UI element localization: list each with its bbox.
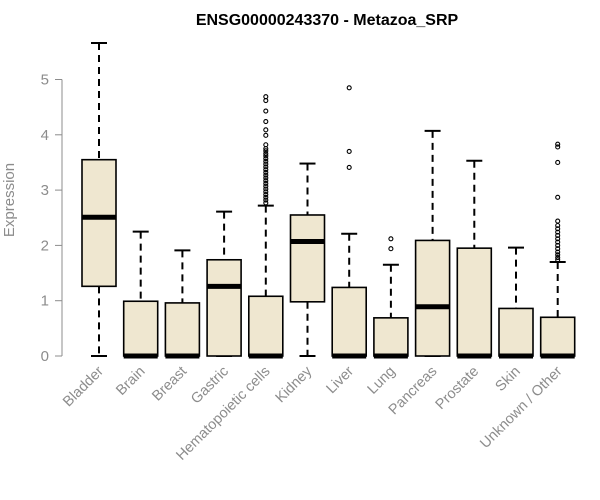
box-rect bbox=[331, 286, 368, 357]
x-tick-label: Prostate bbox=[433, 364, 482, 413]
outlier-point bbox=[555, 229, 561, 235]
outlier-point bbox=[263, 97, 269, 104]
box-rect bbox=[206, 258, 242, 357]
y-tick-label: 0 bbox=[41, 348, 49, 365]
outlier-point bbox=[263, 127, 269, 133]
outlier-point bbox=[263, 175, 269, 181]
outlier-point bbox=[263, 164, 269, 170]
box-pancreas bbox=[414, 129, 451, 357]
outlier-point bbox=[263, 151, 269, 157]
x-tick-label: Kidney bbox=[273, 363, 316, 406]
x-tick-label: Liver bbox=[323, 363, 357, 397]
outlier-point bbox=[555, 226, 561, 232]
outlier-point bbox=[346, 148, 352, 154]
y-tick-label: 5 bbox=[41, 72, 49, 89]
y-tick-label: 1 bbox=[41, 293, 49, 310]
outlier-point bbox=[263, 146, 269, 152]
outlier-point bbox=[263, 197, 269, 203]
outlier-point bbox=[555, 236, 561, 242]
box-lung bbox=[373, 236, 409, 359]
x-tick-label: Brain bbox=[113, 364, 148, 399]
x-tick-label: Lung bbox=[365, 364, 399, 398]
outlier-point bbox=[555, 246, 561, 252]
outlier-point bbox=[263, 200, 269, 206]
outlier-point bbox=[263, 194, 269, 200]
y-tick-label: 2 bbox=[41, 237, 49, 254]
outlier-point bbox=[555, 141, 561, 147]
outlier-point bbox=[388, 246, 394, 252]
outlier-point bbox=[263, 186, 269, 192]
outlier-point bbox=[263, 167, 269, 173]
outlier-point bbox=[555, 194, 561, 200]
box-kidney bbox=[289, 162, 326, 357]
x-tick-label: Skin bbox=[493, 364, 524, 395]
outlier-point bbox=[555, 249, 561, 255]
outlier-point bbox=[555, 252, 561, 258]
outlier-point bbox=[263, 180, 269, 187]
box-rect bbox=[456, 247, 493, 357]
outlier-point bbox=[263, 183, 269, 189]
outlier-point bbox=[555, 144, 561, 150]
box-skin bbox=[498, 246, 534, 359]
box-brain bbox=[122, 230, 159, 359]
x-tick-label: Bladder bbox=[60, 363, 107, 410]
outlier-point bbox=[263, 158, 269, 164]
outlier-point bbox=[263, 189, 269, 195]
outlier-point bbox=[346, 164, 352, 170]
box-rect bbox=[373, 317, 409, 357]
box-gastric bbox=[206, 210, 242, 357]
y-axis: 0 1 2 3 4 5 bbox=[41, 72, 63, 365]
outlier-point bbox=[555, 255, 561, 261]
box-rect bbox=[164, 302, 201, 357]
outlier-point bbox=[555, 242, 561, 248]
x-tick-label: Breast bbox=[149, 364, 190, 405]
outlier-point bbox=[263, 108, 269, 114]
y-axis-label: Expression bbox=[1, 163, 18, 237]
outlier-point bbox=[263, 161, 269, 167]
outlier-point bbox=[263, 118, 269, 125]
outlier-point bbox=[555, 257, 561, 263]
outlier-point bbox=[555, 232, 561, 238]
box-rect bbox=[248, 295, 284, 357]
box-rect bbox=[539, 316, 576, 357]
outlier-point bbox=[346, 85, 352, 91]
outlier-point bbox=[263, 156, 269, 162]
outlier-point bbox=[555, 159, 561, 165]
outlier-point bbox=[263, 172, 269, 178]
outlier-point bbox=[263, 132, 269, 138]
box-liver bbox=[331, 85, 368, 359]
box-unknown-other bbox=[539, 141, 576, 359]
outlier-point bbox=[263, 178, 269, 184]
outlier-point bbox=[263, 148, 269, 154]
boxes-group bbox=[81, 42, 576, 359]
outlier-point bbox=[263, 169, 269, 175]
box-rect bbox=[498, 307, 534, 357]
y-tick-label: 3 bbox=[41, 182, 49, 199]
outlier-point bbox=[555, 222, 561, 229]
outlier-point bbox=[555, 218, 561, 224]
chart-title: ENSG00000243370 - Metazoa_SRP bbox=[196, 12, 459, 29]
box-bladder bbox=[81, 42, 117, 357]
box-prostate bbox=[456, 159, 493, 359]
y-tick-label: 4 bbox=[41, 127, 49, 144]
box-hematopoietic-cells bbox=[248, 94, 284, 359]
box-breast bbox=[164, 249, 201, 359]
box-rect bbox=[289, 214, 326, 303]
box-rect bbox=[122, 300, 159, 357]
outlier-point bbox=[388, 236, 394, 242]
outlier-point bbox=[263, 153, 269, 159]
box-rect bbox=[414, 239, 451, 357]
box-rect bbox=[81, 158, 117, 288]
outlier-point bbox=[555, 239, 561, 245]
outlier-point bbox=[263, 191, 269, 198]
